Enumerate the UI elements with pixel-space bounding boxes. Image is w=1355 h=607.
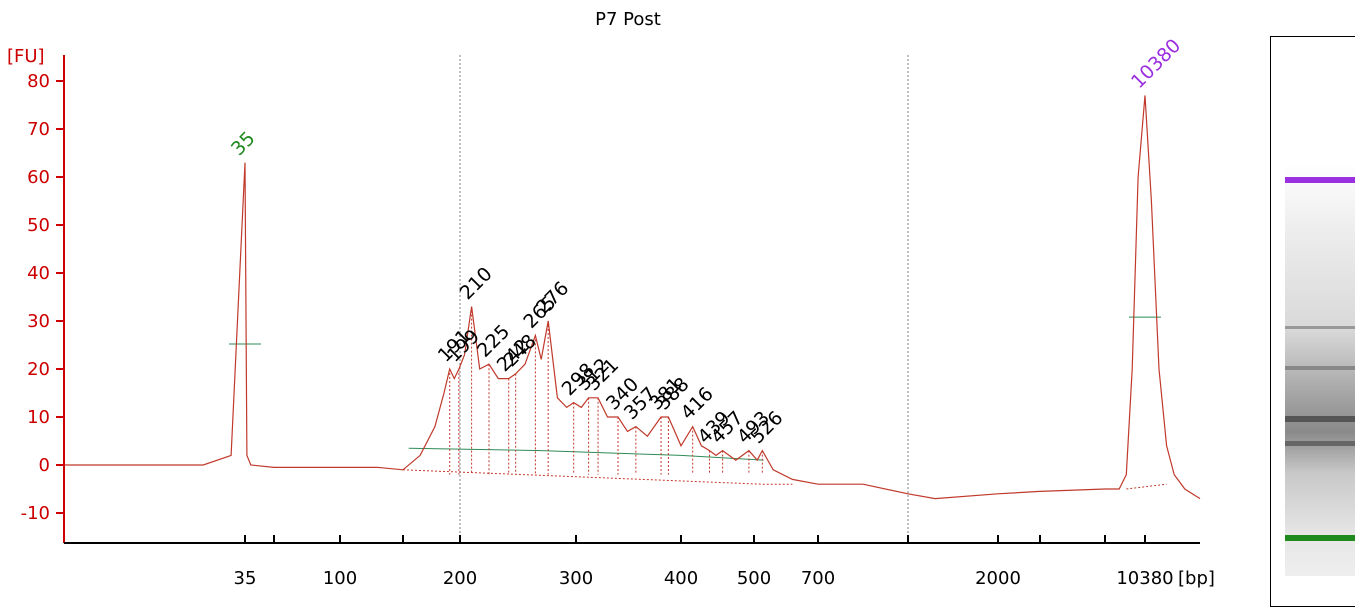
- electropherogram: P7 Post [FU] [bp] -10 0 10 20 30 40 50 60 70 80 35…: [7, 9, 1215, 589]
- y-tick-label: 0: [39, 455, 50, 476]
- marker-label: 35: [227, 127, 260, 160]
- y-axis-label: [FU]: [7, 46, 45, 67]
- y-tick-label: 10: [27, 407, 50, 428]
- y-tick-label: 30: [27, 311, 50, 332]
- gel-band-upper-marker: [1285, 177, 1355, 183]
- gel-band-smear-2: [1285, 366, 1355, 370]
- peak-label: 210: [456, 263, 497, 304]
- x-tick-label: 500: [737, 568, 771, 589]
- x-tick-label: 100: [323, 568, 357, 589]
- marker-label: 10380: [1127, 35, 1185, 93]
- x-tick-label: 400: [664, 568, 698, 589]
- gel-band-main: [1285, 416, 1355, 422]
- gel-lane: [1270, 36, 1355, 607]
- y-tick-label: 40: [27, 263, 50, 284]
- gel-band-main-2: [1285, 441, 1355, 446]
- smear-baseline: [408, 447, 542, 452]
- y-tick-label: 50: [27, 215, 50, 236]
- x-tick-label: 10380: [1116, 568, 1173, 589]
- y-tick-label: 20: [27, 359, 50, 380]
- gel-band-lower-marker: [1285, 535, 1355, 541]
- y-tick-label: 60: [27, 167, 50, 188]
- x-tick-label: 2000: [975, 568, 1021, 589]
- smear-baseline: [680, 454, 764, 461]
- y-tick-label: 70: [27, 119, 50, 140]
- gel-band-smear-1: [1285, 326, 1355, 329]
- y-tick-label: 80: [27, 71, 50, 92]
- x-tick-label: 700: [801, 568, 835, 589]
- chart-title: P7 Post: [595, 9, 661, 30]
- x-tick-label: 200: [443, 568, 477, 589]
- x-tick-label: 35: [234, 568, 257, 589]
- fluorescence-trace: [64, 95, 1201, 500]
- integration-baseline: [402, 469, 793, 485]
- marker-integration-baseline: [1126, 483, 1167, 490]
- x-axis-label: [bp]: [1178, 568, 1215, 589]
- smear-baseline: [541, 450, 682, 456]
- y-tick-label: -10: [21, 503, 50, 524]
- x-tick-label: 300: [559, 568, 593, 589]
